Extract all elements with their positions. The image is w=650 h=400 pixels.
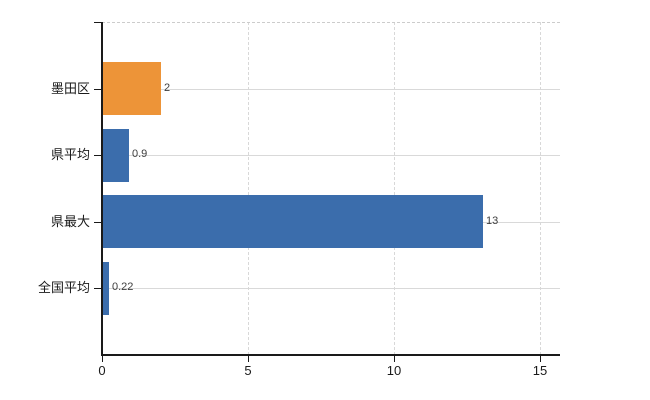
x-axis-tick-label: 10 — [386, 363, 402, 378]
vertical-gridline — [540, 22, 541, 355]
x-axis-tick — [540, 356, 541, 362]
horizontal-gridline — [103, 155, 560, 156]
category-label: 県平均 — [50, 147, 90, 162]
y-axis-tick — [94, 22, 101, 23]
bar-value-label: 0.9 — [132, 148, 148, 160]
bar-value-label: 0.22 — [112, 281, 134, 293]
bar-1 — [103, 62, 161, 115]
plot-top-border — [102, 22, 560, 23]
vertical-gridline — [394, 22, 395, 355]
bar-4 — [103, 262, 109, 315]
y-axis-tick — [94, 155, 101, 156]
vertical-gridline — [248, 22, 249, 355]
x-axis-tick-label: 0 — [98, 363, 106, 378]
category-label: 全国平均 — [37, 280, 90, 295]
x-axis-tick — [248, 356, 249, 362]
bar-2 — [103, 129, 129, 182]
x-axis-tick-label: 15 — [532, 363, 548, 378]
x-axis-tick-label: 5 — [244, 363, 252, 378]
x-axis-line — [101, 354, 560, 356]
y-axis-tick — [94, 288, 101, 289]
category-label: 県最大 — [50, 214, 90, 229]
x-axis-tick — [102, 356, 103, 362]
y-axis-tick — [94, 222, 101, 223]
horizontal-gridline — [103, 89, 560, 90]
y-axis-line — [101, 22, 103, 355]
bar-value-label: 2 — [164, 82, 171, 94]
bar-3 — [103, 195, 483, 248]
horizontal-gridline — [103, 288, 560, 289]
y-axis-tick — [94, 89, 101, 90]
bar-value-label: 13 — [486, 215, 499, 227]
x-axis-tick — [394, 356, 395, 362]
category-label: 墨田区 — [50, 81, 90, 96]
